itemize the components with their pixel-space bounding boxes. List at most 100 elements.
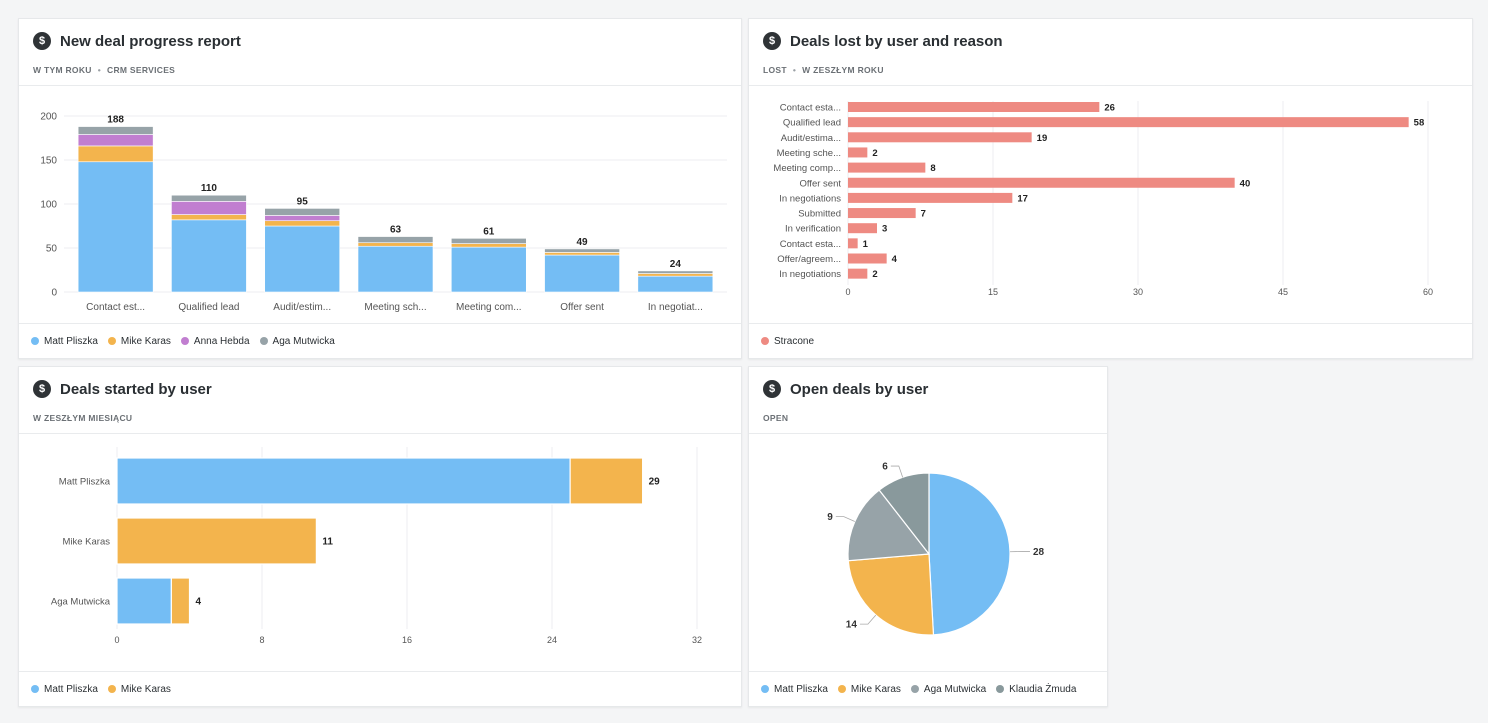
bar-value-label: 29 bbox=[649, 477, 661, 488]
y-tick-label: 150 bbox=[40, 156, 57, 167]
dollar-icon: $ bbox=[763, 380, 781, 398]
bar-total-label: 110 bbox=[201, 183, 218, 194]
bar-segment[interactable] bbox=[450, 238, 527, 244]
stacked-horizontal-bar-chart[interactable]: 0 8 16 24 32 Matt Pliszka 29 Mike Karas 11 Aga Mu… bbox=[19, 433, 741, 673]
legend-item[interactable]: Matt Pliszka bbox=[31, 684, 98, 695]
legend-item[interactable]: Klaudia Żmuda bbox=[996, 684, 1076, 695]
bar-segment[interactable] bbox=[116, 517, 317, 565]
bar-value-label: 4 bbox=[892, 254, 898, 265]
legend-label: Stracone bbox=[774, 335, 815, 347]
card-subtitle: W TYM ROKU • CRM SERVICES bbox=[33, 65, 175, 75]
legend-label: Mike Karas bbox=[120, 335, 171, 347]
bar[interactable] bbox=[848, 132, 1032, 143]
bar-segment[interactable] bbox=[171, 214, 247, 221]
pie-slice[interactable] bbox=[878, 472, 930, 556]
subtitle-period: W ZESZŁYM MIESIĄCU bbox=[33, 413, 133, 423]
pie-slice[interactable] bbox=[928, 472, 1011, 636]
x-tick-label: Qualified lead bbox=[178, 302, 239, 313]
pie-slice[interactable] bbox=[847, 553, 935, 636]
pie-leader-line bbox=[890, 465, 904, 478]
bar-segment[interactable] bbox=[264, 215, 341, 222]
legend-item[interactable]: Mike Karas bbox=[837, 684, 901, 695]
legend-dot-icon bbox=[31, 337, 39, 345]
card-title[interactable]: $ New deal progress report bbox=[33, 32, 241, 50]
y-tick-label: Aga Mutwicka bbox=[51, 597, 111, 608]
y-tick-label: In negotiations bbox=[779, 193, 841, 204]
bar[interactable] bbox=[848, 117, 1409, 128]
bar-segment[interactable] bbox=[116, 457, 571, 505]
bar-segment[interactable] bbox=[357, 236, 434, 244]
bar-segment[interactable] bbox=[170, 577, 191, 625]
y-tick-label: Qualified lead bbox=[783, 118, 841, 129]
stacked-bar-chart[interactable]: 0 50 100 150 200 188 Contact est... 110 Qualifie… bbox=[19, 85, 741, 325]
bar-segment[interactable] bbox=[544, 254, 620, 293]
bar-segment[interactable] bbox=[264, 208, 341, 216]
bar-segment[interactable] bbox=[264, 225, 341, 293]
card-title[interactable]: $ Deals lost by user and reason bbox=[763, 32, 1003, 50]
bar-segment[interactable] bbox=[77, 161, 154, 293]
card-title[interactable]: $ Open deals by user bbox=[763, 380, 928, 398]
bar-segment[interactable] bbox=[77, 145, 154, 163]
bar-segment[interactable] bbox=[171, 201, 247, 215]
x-tick-label: Offer sent bbox=[560, 302, 604, 313]
bar-segment[interactable] bbox=[450, 246, 527, 293]
bar-segment[interactable] bbox=[637, 273, 714, 277]
bar-segment[interactable] bbox=[357, 245, 434, 293]
bar-value-label: 40 bbox=[1240, 178, 1251, 189]
legend-dot-icon bbox=[996, 685, 1005, 693]
legend-item[interactable]: Mike Karas bbox=[107, 335, 171, 347]
legend-dot-icon bbox=[107, 337, 116, 345]
horizontal-bar-chart[interactable]: 0 15 30 45 60 Contact esta... 26 Qualified lead… bbox=[749, 85, 1472, 325]
bar-segment[interactable] bbox=[569, 457, 644, 505]
chart-legend: Stracone bbox=[749, 323, 1472, 358]
legend-item[interactable]: Matt Pliszka bbox=[31, 336, 98, 347]
bar[interactable] bbox=[848, 253, 887, 264]
bar[interactable] bbox=[848, 162, 926, 173]
bar[interactable] bbox=[848, 177, 1235, 188]
bar-segment[interactable] bbox=[171, 194, 247, 202]
pie-slice[interactable] bbox=[847, 489, 931, 562]
bar-segment[interactable] bbox=[357, 242, 434, 247]
bar[interactable] bbox=[848, 223, 877, 234]
y-tick-label: Offer sent bbox=[799, 178, 841, 189]
bar-segment[interactable] bbox=[544, 248, 620, 253]
bar-value-label: 3 bbox=[882, 224, 887, 235]
bar[interactable] bbox=[848, 208, 916, 219]
card-title[interactable]: $ Deals started by user bbox=[33, 380, 212, 398]
bar-segment[interactable] bbox=[264, 220, 341, 227]
bar-segment[interactable] bbox=[637, 275, 714, 293]
bar-segment[interactable] bbox=[544, 252, 620, 256]
bar[interactable] bbox=[848, 238, 858, 249]
legend-item[interactable]: Mike Karas bbox=[107, 684, 171, 695]
legend-item[interactable]: Stracone bbox=[761, 336, 814, 347]
bar-segment[interactable] bbox=[77, 134, 154, 147]
y-tick-label: 50 bbox=[46, 244, 58, 255]
legend-dot-icon bbox=[259, 337, 268, 345]
bar-segment[interactable] bbox=[450, 243, 527, 248]
bar[interactable] bbox=[848, 268, 868, 279]
legend-label: Aga Mutwicka bbox=[923, 683, 987, 695]
dollar-icon: $ bbox=[763, 32, 781, 50]
legend-item[interactable]: Anna Hebda bbox=[180, 336, 250, 347]
bar[interactable] bbox=[848, 192, 1013, 203]
legend-item[interactable]: Aga Mutwicka bbox=[910, 683, 987, 695]
legend-item[interactable]: Matt Pliszka bbox=[761, 684, 828, 695]
card-header: $ Deals started by user W ZESZŁYM MIESIĄ… bbox=[19, 367, 741, 434]
x-tick-label: In negotiat... bbox=[648, 302, 703, 313]
bar-segment[interactable] bbox=[171, 219, 247, 293]
bar-total-label: 95 bbox=[297, 196, 309, 207]
y-tick-label: Offer/agreem... bbox=[777, 254, 841, 265]
pie-chart[interactable]: 28 14 9 6 bbox=[749, 433, 1107, 673]
title-text: Deals started by user bbox=[60, 380, 212, 398]
legend-item[interactable]: Aga Mutwicka bbox=[259, 336, 335, 347]
bar[interactable] bbox=[848, 147, 868, 158]
bar-segment[interactable] bbox=[637, 270, 714, 274]
bar-segment[interactable] bbox=[77, 126, 154, 135]
subtitle-period: W TYM ROKU bbox=[33, 65, 92, 75]
legend-label: Klaudia Żmuda bbox=[1009, 683, 1077, 695]
x-tick-label: 8 bbox=[259, 635, 264, 645]
bar-segment[interactable] bbox=[116, 577, 172, 625]
pie-leader-line bbox=[835, 516, 855, 522]
y-tick-label: Submitted bbox=[798, 209, 841, 220]
bar[interactable] bbox=[848, 102, 1100, 112]
